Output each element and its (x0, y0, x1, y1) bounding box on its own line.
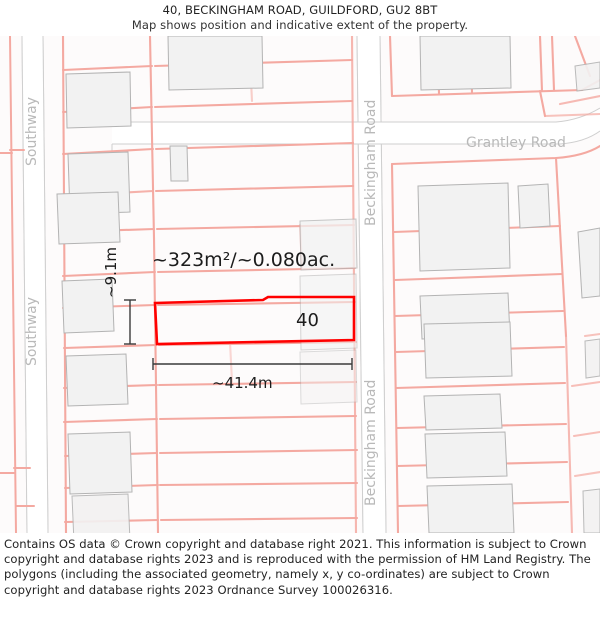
map-attribution-footer: Contains OS data © Crown copyright and d… (0, 533, 600, 625)
page-header: 40, BECKINGHAM ROAD, GUILDFORD, GU2 8BT … (0, 0, 600, 36)
parcel-width-label: ~41.4m (212, 374, 273, 392)
road-label-beckingham-road-upper: Beckingham Road (363, 99, 379, 226)
page-subtitle: Map shows position and indicative extent… (131, 18, 469, 32)
road-label-southway-upper: Southway (24, 96, 40, 166)
house-number-label: 40 (296, 310, 319, 331)
page-title: 40, BECKINGHAM ROAD, GUILDFORD, GU2 8BT (162, 3, 438, 17)
parcel-lines-far-left (0, 36, 35, 533)
road-label-southway-lower: Southway (24, 296, 40, 366)
parcel-height-label: ~9.1m (102, 246, 120, 298)
map-vector-layer (0, 36, 600, 533)
parcel-area-label: ~323m²/~0.080ac. (152, 249, 336, 271)
map-canvas[interactable]: Southway Southway Beckingham Road Beckin… (0, 36, 600, 533)
dimension-guides (124, 299, 353, 370)
building-footprints (56, 36, 600, 533)
attribution-text: Contains OS data © Crown copyright and d… (4, 537, 591, 597)
road-label-beckingham-road-lower: Beckingham Road (363, 379, 379, 506)
roads-layer (21, 36, 600, 533)
road-label-grantley-road: Grantley Road (466, 135, 566, 151)
highlighted-property-polygon[interactable] (153, 295, 356, 346)
